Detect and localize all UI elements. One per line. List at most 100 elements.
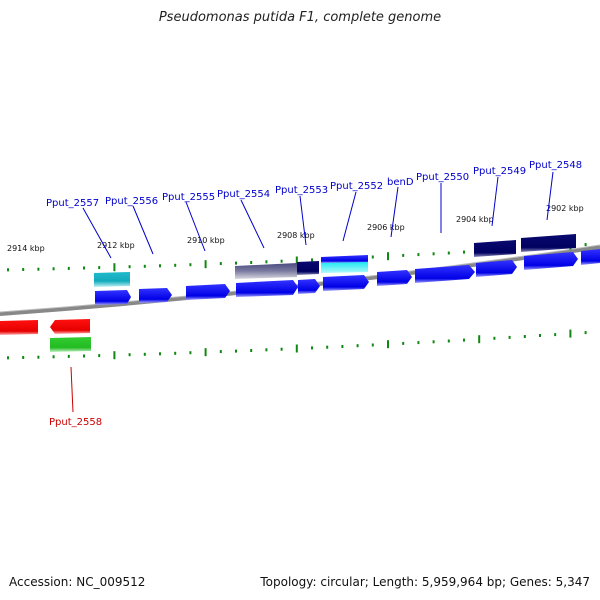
upper-minor-tick <box>447 251 450 255</box>
gene-reverse-red-1[interactable] <box>0 320 38 335</box>
gene-label-pput-2554[interactable]: Pput_2554 <box>217 189 270 200</box>
lower-minor-tick <box>83 354 85 358</box>
upper-minor-tick <box>432 252 435 256</box>
gene-label-pput-2556[interactable]: Pput_2556 <box>105 196 158 207</box>
upper-minor-tick <box>37 267 40 271</box>
lower-minor-tick <box>235 349 237 353</box>
upper-minor-tick <box>402 253 405 257</box>
upper-minor-tick <box>174 263 177 267</box>
leader-pput-2549 <box>491 176 499 227</box>
lower-minor-tick <box>280 347 283 351</box>
gene-pput-2558-feature[interactable] <box>50 337 91 352</box>
gene-pput-2556-cds[interactable] <box>95 290 131 305</box>
gene-label-pput-2553[interactable]: Pput_2553 <box>275 185 328 196</box>
upper-major-tick <box>295 256 298 265</box>
lower-minor-tick <box>98 354 101 358</box>
lower-minor-tick <box>143 352 146 356</box>
tick-row-lower <box>7 329 587 360</box>
lower-minor-tick <box>508 335 511 339</box>
lower-minor-tick <box>371 343 374 347</box>
lower-minor-tick <box>128 353 131 357</box>
lower-minor-tick <box>539 334 541 337</box>
leader-pput-2556 <box>132 205 154 255</box>
gene-label-pput-2548[interactable]: Pput_2548 <box>529 160 582 171</box>
upper-minor-tick <box>235 261 237 265</box>
lower-minor-tick <box>250 349 253 352</box>
upper-minor-tick <box>159 264 161 268</box>
gene-pput-2552-cds[interactable] <box>323 275 369 291</box>
feature-navy-block-3[interactable] <box>521 234 576 252</box>
gene-label-pput-2550[interactable]: Pput_2550 <box>416 172 469 183</box>
gene-bend-cds[interactable] <box>377 270 412 286</box>
lower-major-tick <box>295 344 298 353</box>
lower-minor-tick <box>219 350 222 354</box>
upper-minor-tick <box>22 268 25 271</box>
upper-minor-tick <box>417 253 420 257</box>
kbp-label-2910: 2910 kbp <box>187 236 225 245</box>
upper-major-tick <box>113 263 116 272</box>
gene-pput-2554-cds[interactable] <box>186 284 230 300</box>
lower-minor-tick <box>37 355 40 359</box>
upper-major-tick <box>387 252 389 261</box>
lower-minor-tick <box>265 348 268 352</box>
genome-backbone-highlight <box>0 244 600 313</box>
upper-minor-tick <box>7 268 9 272</box>
gene-label-pput-2549[interactable]: Pput_2549 <box>473 166 526 177</box>
leader-pput-2552 <box>342 191 357 242</box>
label-leaders <box>70 171 554 413</box>
gene-label-pput-2557[interactable]: Pput_2557 <box>46 198 99 209</box>
gene-pput-2550-cds[interactable] <box>415 265 475 283</box>
lower-minor-tick <box>463 338 465 342</box>
feature-grayblue-block[interactable] <box>235 263 297 279</box>
lower-major-tick <box>569 329 572 338</box>
kbp-label-2914: 2914 kbp <box>7 244 45 253</box>
lower-minor-tick <box>22 356 25 359</box>
kbp-label-2904: 2904 kbp <box>456 215 494 224</box>
gene-label-pput-2552[interactable]: Pput_2552 <box>330 181 383 192</box>
lower-minor-tick <box>52 355 55 359</box>
lower-minor-tick <box>341 345 344 348</box>
lower-minor-tick <box>174 351 177 355</box>
lower-minor-tick <box>402 341 405 345</box>
upper-minor-tick <box>67 266 70 270</box>
upper-minor-tick <box>83 266 85 270</box>
scale-labels: 2914 kbp 2912 kbp 2910 kbp 2908 kbp 2906… <box>7 204 584 253</box>
leader-bend <box>390 186 399 238</box>
accession-text: Accession: NC_009512 <box>9 575 146 589</box>
gene-label-pput-2555[interactable]: Pput_2555 <box>162 192 215 203</box>
feature-cyan-block[interactable] <box>321 260 368 273</box>
gene-pput-2557-cds[interactable] <box>94 272 130 287</box>
leader-pput-2557 <box>82 207 112 259</box>
lower-minor-tick <box>356 344 359 348</box>
lower-minor-tick <box>523 335 526 338</box>
gene-label-pput-2558[interactable]: Pput_2558 <box>49 417 102 428</box>
feature-blue-strip[interactable] <box>321 255 368 263</box>
feature-navy-block-2[interactable] <box>474 240 516 257</box>
upper-minor-tick <box>584 243 587 247</box>
upper-minor-tick <box>250 261 253 264</box>
lower-major-tick <box>113 351 116 360</box>
lower-minor-tick <box>554 333 557 337</box>
feature-navy-block-1[interactable] <box>297 261 319 275</box>
lower-minor-tick <box>326 345 329 349</box>
gene-pput-2553-cds[interactable] <box>236 280 298 297</box>
gene-pput-2555-cds[interactable] <box>139 288 172 303</box>
lower-major-tick <box>387 340 389 349</box>
gene-pput-2553b-cds[interactable] <box>298 279 320 294</box>
gene-edge-cds[interactable] <box>581 249 600 265</box>
gene-pput-2549-cds[interactable] <box>476 260 517 277</box>
upper-minor-tick <box>128 265 131 269</box>
lower-minor-tick <box>159 352 161 356</box>
upper-minor-tick <box>98 266 101 270</box>
kbp-label-2908: 2908 kbp <box>277 231 315 240</box>
upper-minor-tick <box>189 263 192 267</box>
gene-reverse-red-2[interactable] <box>50 319 90 334</box>
gene-pput-2548-cds[interactable] <box>524 252 578 270</box>
reverse-features <box>0 319 91 352</box>
upper-major-tick <box>204 260 207 269</box>
gene-label-bend[interactable]: benD <box>387 177 414 188</box>
genome-summary-text: Topology: circular; Length: 5,959,964 bp… <box>260 575 590 589</box>
lower-major-tick <box>204 348 207 357</box>
